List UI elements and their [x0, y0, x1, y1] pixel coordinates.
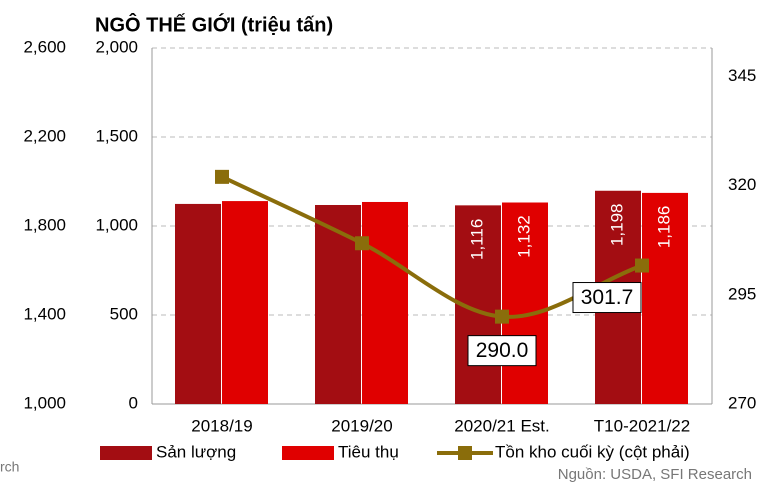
- y2-tick-label: 295: [728, 284, 756, 303]
- data-label: 290.0: [476, 339, 529, 362]
- bar: [642, 192, 688, 404]
- data-label: 1,186: [654, 206, 673, 249]
- data-label: 1,116: [467, 219, 486, 260]
- legend-swatch: [282, 446, 334, 460]
- legend-label: Sản lượng: [156, 442, 236, 461]
- marker: [355, 236, 369, 251]
- bar: [175, 203, 221, 404]
- data-label: 301.7: [581, 286, 634, 309]
- marker: [495, 309, 509, 324]
- legend-label: Tiêu thụ: [338, 442, 399, 461]
- y3-tick-label: 1,800: [23, 215, 66, 234]
- label-box: [467, 335, 537, 367]
- y-tick-label: 500: [110, 304, 138, 323]
- fragment: rch: [0, 459, 19, 475]
- y2-tick-label: 345: [728, 66, 756, 85]
- bar: [502, 202, 548, 404]
- legend-swatch: [100, 446, 152, 460]
- x-tick-label: T10-2021/22: [594, 416, 690, 435]
- label-box: [572, 282, 642, 314]
- marker: [635, 258, 649, 273]
- y2-tick-label: 320: [728, 175, 756, 194]
- y-tick-label: 0: [129, 393, 138, 412]
- marker: [215, 169, 229, 184]
- bar: [315, 204, 361, 404]
- y3-tick-label: 1,000: [23, 393, 66, 412]
- bar: [222, 201, 268, 404]
- y-tick-label: 1,500: [95, 126, 138, 145]
- y-tick-label: 2,000: [95, 37, 138, 56]
- y3-tick-label: 2,600: [23, 37, 66, 56]
- legend-swatch: [458, 446, 472, 460]
- source: Nguồn: USDA, SFI Research: [558, 466, 752, 483]
- y3-tick-label: 2,200: [23, 126, 66, 145]
- data-label: 1,132: [514, 215, 533, 258]
- data-label: 1,198: [607, 203, 626, 246]
- y3-tick-label: 1,400: [23, 304, 66, 323]
- y-tick-label: 1,000: [95, 215, 138, 234]
- chart-title: NGÔ THẾ GIỚI (triệu tấn): [95, 12, 333, 36]
- line: [221, 175, 643, 319]
- x-tick-label: 2018/19: [191, 416, 252, 435]
- bar: [362, 201, 408, 404]
- legend-label: Tồn kho cuối kỳ (cột phải): [495, 442, 690, 461]
- y2-tick-label: 270: [728, 393, 756, 412]
- x-tick-label: 2019/20: [331, 416, 392, 435]
- x-tick-label: 2020/21 Est.: [454, 416, 549, 435]
